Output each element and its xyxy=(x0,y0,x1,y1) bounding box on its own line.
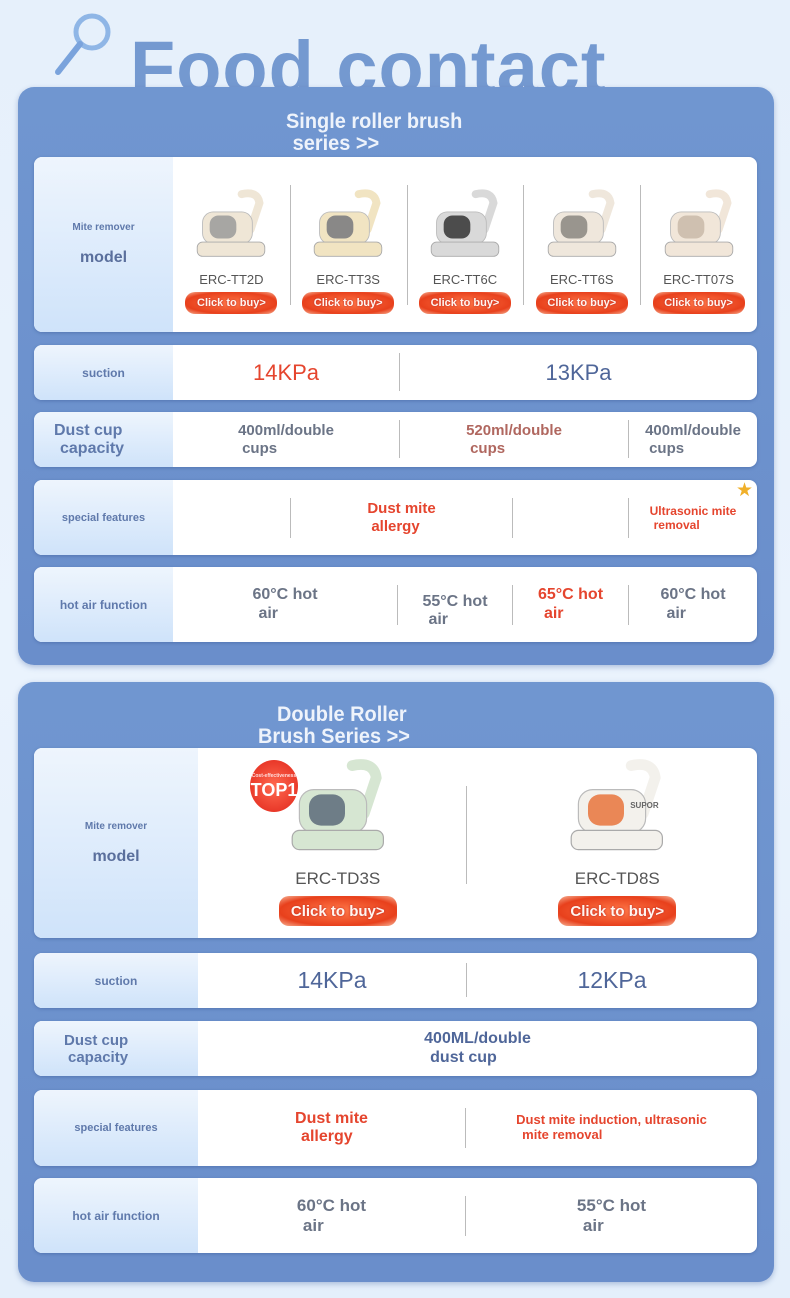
suction-value: 13KPa xyxy=(545,359,612,385)
single-dust-row: Dust cup capacity 400ml/double cups 520ml/… xyxy=(34,412,757,467)
product-erc-td3s: ERC-TD3S Click to buy> xyxy=(198,748,478,938)
product-erc-tt6c: ERC-TT6C Click to buy> xyxy=(406,157,524,332)
vacuum-product-image[interactable] xyxy=(273,756,403,864)
double-series-header[interactable]: Double Roller Brush Series >> xyxy=(258,703,410,748)
product-erc-tt2d: ERC-TT2D Click to buy> xyxy=(173,157,290,332)
special-features-label: special features xyxy=(34,1090,198,1166)
special-value: Dust mite allergy xyxy=(295,1109,368,1145)
single-special-row: special features Dust mite allergy Ultras… xyxy=(34,480,757,555)
top1-badge: Cost-effectiveness TOP1 xyxy=(250,760,298,812)
hot-air-value: 55°C hot air xyxy=(576,1195,647,1235)
double-dust-row: Dust cup capacity 400ML/double dust cup xyxy=(34,1021,757,1076)
star-icon: ★ xyxy=(736,480,754,501)
click-to-buy-button[interactable]: Click to buy> xyxy=(278,896,397,926)
product-erc-tt07s: ERC-TT07S Click to buy> xyxy=(640,157,757,332)
dust-value: 400ml/double cups xyxy=(238,422,334,457)
hot-air-label: hot air function xyxy=(34,1178,198,1253)
click-to-buy-button[interactable]: Click to buy> xyxy=(418,292,511,314)
suction-value: 12KPa xyxy=(577,967,647,993)
click-to-buy-button[interactable]: Click to buy> xyxy=(185,292,278,314)
click-to-buy-button[interactable]: Click to buy> xyxy=(535,292,628,314)
special-value: Dust mite induction, ultrasonic mite remo… xyxy=(516,1112,707,1142)
dust-value: 520ml/double cups xyxy=(466,422,562,457)
product-erc-tt6s: ERC-TT6S Click to buy> xyxy=(523,157,640,332)
model-label: model xyxy=(79,249,128,266)
vacuum-product-image[interactable] xyxy=(183,187,279,267)
product-model-name: ERC-TD3S xyxy=(295,869,381,888)
single-hot-air-row: hot air function 60°C hot air 55°C hot air… xyxy=(34,567,757,642)
dust-value: 400ml/double cups xyxy=(645,422,741,457)
double-hot-air-row: hot air function 60°C hot air 55°C hot air xyxy=(34,1178,757,1253)
hot-air-value: 60°C hot air xyxy=(252,586,318,622)
click-to-buy-button[interactable]: Click to buy> xyxy=(558,896,677,926)
vacuum-product-image[interactable] xyxy=(417,187,513,267)
magnifier-icon xyxy=(55,13,111,75)
single-model-row: Mite remover model ERC-TT2D Click to buy>… xyxy=(34,157,757,332)
mite-remover-label: Mite remover xyxy=(72,222,135,233)
suction-value: 14KPa xyxy=(252,359,320,385)
click-to-buy-button[interactable]: Click to buy> xyxy=(652,292,745,314)
hot-air-label: hot air function xyxy=(34,567,173,642)
dust-value: 400ML/double dust cup xyxy=(424,1030,531,1066)
mite-remover-label: Mite remover xyxy=(84,820,148,832)
special-features-label: special features xyxy=(34,480,173,555)
suction-label: suction xyxy=(34,345,173,400)
hot-air-value: 55°C hot air xyxy=(422,593,488,629)
product-model-name: ERC-TT3S xyxy=(316,272,380,287)
model-label: model xyxy=(92,847,140,865)
dust-cup-label: Dust cup capacity xyxy=(34,412,173,467)
vacuum-product-image[interactable] xyxy=(651,187,747,267)
vacuum-product-image[interactable] xyxy=(300,187,396,267)
double-model-row: Mite remover model ERC-TD3S Click to buy>… xyxy=(34,748,757,938)
special-value: Dust mite allergy xyxy=(367,500,436,535)
hot-air-value: 65°C hot air xyxy=(537,586,604,622)
vacuum-product-image[interactable] xyxy=(552,756,682,864)
special-value: Ultrasonic mite removal xyxy=(649,503,737,532)
single-series-header[interactable]: Single roller brush series >> xyxy=(286,110,463,155)
hot-air-value: 60°C hot air xyxy=(660,586,726,622)
product-erc-td8s: SUPOR ERC-TD8S Click to buy> xyxy=(478,748,758,938)
hot-air-value: 60°C hot air xyxy=(296,1195,367,1235)
suction-value: 14KPa xyxy=(297,967,367,993)
brand-logo-text: SUPOR xyxy=(630,801,659,811)
suction-label: suction xyxy=(34,953,198,1008)
product-model-name: ERC-TT6C xyxy=(432,272,498,287)
vacuum-product-image[interactable] xyxy=(534,187,630,267)
single-suction-row: suction 14KPa 13KPa xyxy=(34,345,757,400)
double-suction-row: suction 14KPa 12KPa xyxy=(34,953,757,1008)
click-to-buy-button[interactable]: Click to buy> xyxy=(302,292,395,314)
product-model-name: ERC-TD8S xyxy=(574,869,660,888)
product-model-name: ERC-TT07S xyxy=(663,272,734,287)
product-model-name: ERC-TT6S xyxy=(550,272,614,287)
dust-cup-label: Dust cup capacity xyxy=(34,1021,198,1076)
product-model-name: ERC-TT2D xyxy=(199,272,264,287)
product-erc-tt3s: ERC-TT3S Click to buy> xyxy=(289,157,407,332)
double-special-row: special features Dust mite allergy Dust m… xyxy=(34,1090,757,1166)
